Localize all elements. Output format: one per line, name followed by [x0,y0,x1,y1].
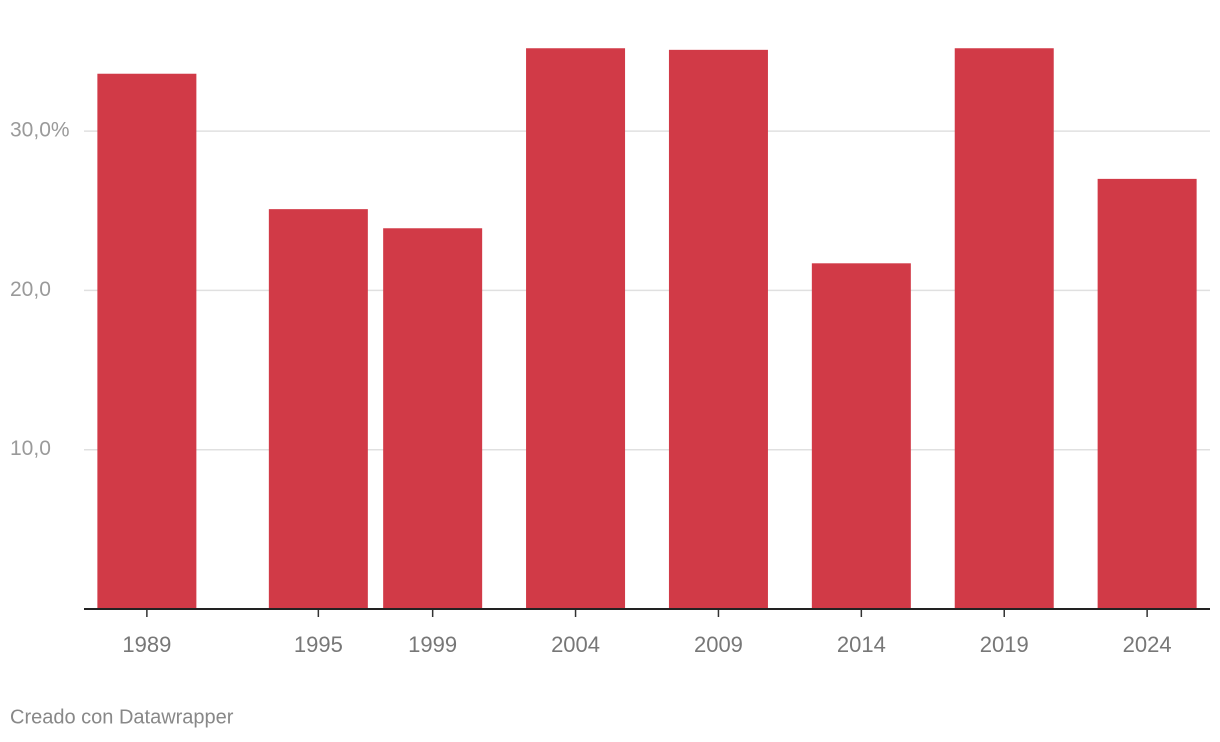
x-tick-label: 1999 [408,632,457,657]
bar [954,48,1054,609]
bar [1097,178,1197,609]
bar [526,48,626,609]
footer: Creado con Datawrapper [10,706,234,728]
x-tick-label: 2024 [1123,632,1172,657]
x-tick-label: 2009 [694,632,743,657]
bar [383,228,483,610]
y-tick-label: 20,0 [10,278,51,301]
bar [668,49,768,609]
x-tick-label: 2019 [980,632,1029,657]
y-tick-label: 30,0% [10,119,70,142]
bar [268,209,368,609]
x-tick-label: 1995 [294,632,343,657]
x-tick-label: 2004 [551,632,600,657]
x-tick-label: 2014 [837,632,886,657]
bar [97,73,197,609]
y-tick-label: 10,0 [10,437,51,460]
bar [811,263,911,609]
x-tick-label: 1989 [122,632,171,657]
